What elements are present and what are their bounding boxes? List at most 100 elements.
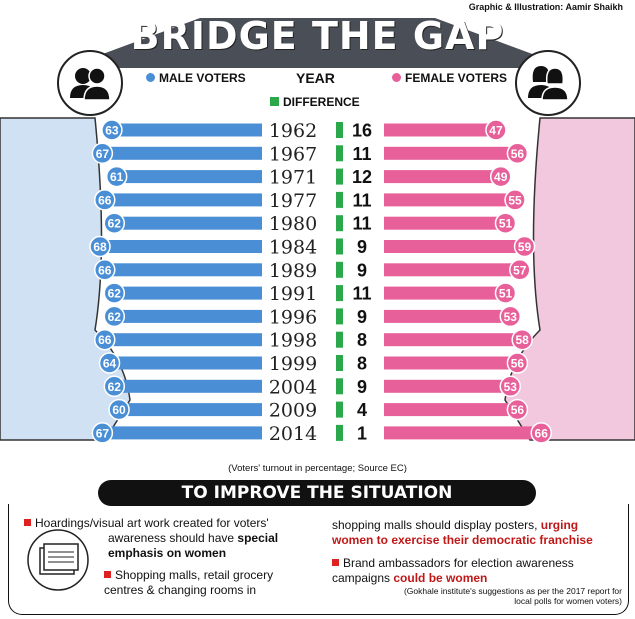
difference-marker [336, 355, 343, 371]
difference-label: 8 [357, 354, 367, 374]
female-bar [384, 379, 511, 393]
female-value-bubble [506, 142, 529, 165]
year-label: 1984 [269, 237, 317, 259]
male-value-bubble [103, 282, 126, 304]
difference-marker [336, 191, 343, 208]
male-value-bubble [101, 119, 123, 141]
difference-label: 9 [357, 237, 367, 257]
male-value-label: 66 [98, 193, 112, 207]
year-label: 1998 [269, 330, 317, 352]
female-value-bubble [530, 422, 552, 444]
legend-male: MALE VOTERS [146, 71, 246, 85]
female-bar [384, 170, 501, 184]
male-bar [114, 216, 262, 230]
female-bar [384, 403, 518, 417]
male-value-label: 62 [108, 287, 122, 301]
female-value-bubble [494, 212, 517, 234]
difference-label: 12 [352, 167, 372, 187]
difference-marker [336, 122, 343, 138]
difference-marker [336, 378, 343, 395]
male-bar [104, 193, 262, 207]
female-value-label: 51 [499, 217, 513, 231]
male-value-bubble [103, 375, 126, 398]
female-bar [384, 426, 542, 440]
male-value-bubble [94, 189, 116, 211]
male-value-bubble [103, 212, 126, 234]
female-value-label: 47 [489, 124, 503, 138]
year-label: 1999 [269, 353, 317, 375]
female-bar [384, 193, 516, 207]
difference-swatch [270, 97, 279, 106]
difference-label: 11 [352, 144, 371, 164]
female-value-label: 58 [515, 333, 529, 347]
male-bar [114, 286, 262, 300]
legend-difference: DIFFERENCE [270, 95, 360, 109]
male-bar [100, 240, 262, 253]
year-label: 1971 [269, 167, 317, 189]
bullet-icon [24, 519, 31, 526]
female-value-label: 51 [499, 287, 513, 301]
credit: Graphic & Illustration: Aamir Shaikh [468, 2, 623, 12]
legend-difference-label: DIFFERENCE [283, 95, 360, 109]
difference-marker [336, 215, 343, 232]
difference-label: 1 [357, 423, 367, 443]
female-value-label: 56 [511, 357, 525, 371]
female-value-label: 53 [504, 380, 518, 394]
female-value-bubble [506, 398, 529, 421]
year-label: 1991 [269, 283, 317, 305]
suggestions-panel [8, 504, 629, 615]
bullet-icon [104, 571, 111, 578]
male-value-bubble [91, 142, 114, 165]
female-value-bubble [506, 352, 529, 374]
male-value-label: 66 [98, 333, 112, 347]
poster-icon [27, 529, 89, 591]
difference-marker [336, 238, 343, 255]
female-icon [515, 50, 581, 116]
difference-label: 9 [357, 260, 367, 280]
female-value-bubble [494, 282, 517, 304]
male-bar [114, 379, 262, 393]
difference-marker [336, 308, 343, 325]
female-value-label: 57 [513, 263, 527, 277]
female-bar [384, 356, 518, 370]
female-value-bubble [504, 189, 526, 211]
male-value-label: 61 [110, 170, 124, 184]
year-label: 1962 [269, 120, 317, 142]
legend-male-label: MALE VOTERS [159, 71, 246, 85]
improve-banner: TO IMPROVE THE SITUATION [98, 480, 536, 506]
male-value-label: 66 [98, 263, 112, 277]
female-bar [384, 263, 520, 277]
male-value-label: 68 [93, 240, 107, 254]
difference-label: 4 [357, 400, 367, 420]
year-label: 2004 [269, 376, 317, 398]
female-swatch [392, 73, 401, 82]
legend-year: YEAR [296, 70, 335, 86]
female-value-bubble [485, 119, 507, 141]
male-bar [102, 426, 262, 440]
difference-label: 11 [352, 284, 371, 304]
difference-label: 9 [357, 377, 367, 397]
female-value-bubble [509, 259, 531, 281]
female-value-label: 59 [518, 240, 532, 254]
male-value-bubble [89, 235, 111, 258]
female-value-bubble [499, 375, 522, 398]
female-value-label: 56 [511, 403, 525, 417]
difference-marker [336, 145, 343, 162]
female-value-bubble [513, 235, 536, 258]
male-value-label: 62 [108, 217, 122, 231]
female-bar [384, 216, 506, 230]
chart-note: (Voters' turnout in percentage; Source E… [228, 463, 407, 474]
female-value-label: 66 [535, 426, 549, 440]
male-value-label: 64 [103, 357, 117, 371]
male-value-bubble [98, 352, 121, 374]
difference-marker [336, 331, 343, 348]
male-bar [109, 356, 262, 370]
year-label: 1996 [269, 306, 317, 328]
male-bar [116, 170, 262, 184]
difference-label: 9 [357, 307, 367, 327]
female-bar [384, 146, 518, 160]
male-value-bubble [103, 305, 126, 328]
male-value-bubble [105, 165, 128, 188]
male-value-label: 63 [105, 124, 119, 138]
page-title: BRIDGE THE GAP [130, 14, 505, 58]
